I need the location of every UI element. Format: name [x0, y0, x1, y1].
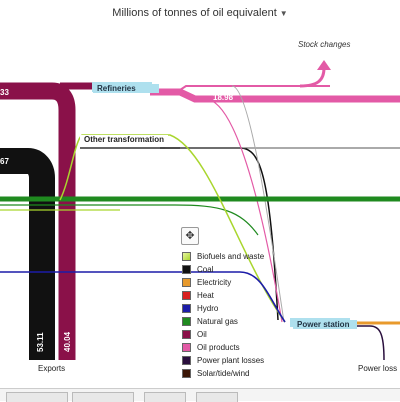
coal-exports-value: 53.11: [36, 332, 45, 352]
legend-item[interactable]: Power plant losses: [182, 354, 264, 367]
toolbar-tab[interactable]: [6, 392, 68, 402]
bottom-toolbar: [0, 388, 400, 402]
oil-flow-value: 33: [0, 88, 9, 97]
oil-products-value: 18.98: [213, 93, 234, 102]
flow-refineries-power[interactable]: [231, 85, 285, 323]
legend-item[interactable]: Natural gas: [182, 315, 264, 328]
flow-natural-gas-thin[interactable]: [0, 204, 259, 236]
legend-item[interactable]: Hydro: [182, 302, 264, 315]
power-station-label[interactable]: Power station: [293, 320, 357, 329]
legend-swatch: [182, 252, 191, 261]
move-icon[interactable]: ✥: [181, 227, 199, 245]
legend-label: Coal: [197, 265, 214, 274]
legend-swatch: [182, 291, 191, 300]
flow-power-losses[interactable]: [350, 325, 385, 361]
legend-label: Hydro: [197, 304, 219, 313]
toolbar-tab[interactable]: [72, 392, 134, 402]
stock-changes-label: Stock changes: [298, 40, 351, 49]
legend-swatch: [182, 356, 191, 365]
legend-item[interactable]: Oil: [182, 328, 264, 341]
legend-item[interactable]: Oil products: [182, 341, 264, 354]
legend-item[interactable]: Electricity: [182, 276, 264, 289]
legend-label: Heat: [197, 291, 214, 300]
flow-oil-main[interactable]: [0, 82, 76, 360]
legend-swatch: [182, 265, 191, 274]
legend-label: Solar/tide/wind: [197, 369, 250, 378]
legend-swatch: [182, 304, 191, 313]
flow-oil-products[interactable]: [150, 88, 400, 103]
flow-hydro[interactable]: [0, 271, 286, 323]
legend-label: Oil products: [197, 343, 240, 352]
power-losses-label[interactable]: Power loss: [358, 364, 398, 373]
refineries-label[interactable]: Refineries: [93, 84, 159, 93]
unit-selector-label: Millions of tonnes of oil equivalent: [112, 7, 277, 19]
legend-swatch: [182, 343, 191, 352]
legend-swatch: [182, 330, 191, 339]
stock-changes-arrow-icon: [317, 60, 331, 70]
legend-swatch: [182, 278, 191, 287]
flow-oil-products-power[interactable]: [204, 98, 283, 323]
legend-item[interactable]: Coal: [182, 263, 264, 276]
toolbar-tab[interactable]: [196, 392, 238, 402]
exports-label[interactable]: Exports: [38, 364, 66, 373]
oil-exports-value: 40.04: [63, 331, 72, 352]
flow-biofuels[interactable]: [59, 134, 286, 323]
legend-label: Biofuels and waste: [197, 252, 265, 261]
legend-swatch: [182, 369, 191, 378]
other-transformation-label[interactable]: Other transformation: [80, 135, 169, 144]
coal-flow-value: 67: [0, 157, 9, 166]
legend: Biofuels and waste Coal Electricity Heat…: [182, 250, 264, 380]
legend-swatch: [182, 317, 191, 326]
toolbar-tab[interactable]: [144, 392, 186, 402]
legend-item[interactable]: Biofuels and waste: [182, 250, 264, 263]
legend-label: Oil: [197, 330, 207, 339]
flow-oil-products-thin[interactable]: [150, 85, 330, 91]
legend-item[interactable]: Heat: [182, 289, 264, 302]
legend-item[interactable]: Solar/tide/wind: [182, 367, 264, 380]
legend-label: Electricity: [197, 278, 232, 287]
unit-selector[interactable]: Millions of tonnes of oil equivalent ▼: [0, 7, 400, 19]
legend-label: Power plant losses: [197, 356, 265, 365]
flow-stock-changes[interactable]: [299, 67, 326, 88]
legend-label: Natural gas: [197, 317, 238, 326]
chevron-down-icon: ▼: [279, 9, 288, 18]
flow-coal-main[interactable]: [0, 148, 55, 360]
